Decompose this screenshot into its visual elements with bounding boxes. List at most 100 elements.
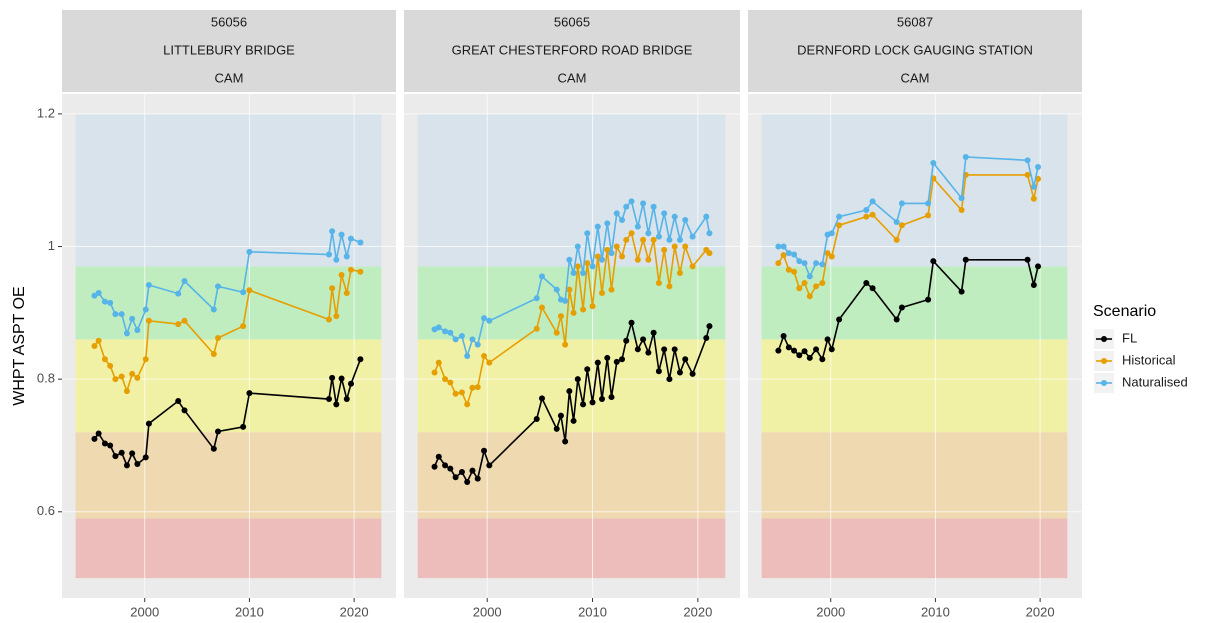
- data-point: [574, 243, 581, 250]
- data-point: [175, 398, 182, 405]
- data-point: [796, 285, 803, 292]
- data-point: [101, 356, 108, 363]
- data-point: [452, 336, 459, 343]
- data-point: [464, 352, 471, 359]
- data-point: [210, 445, 217, 452]
- data-point: [824, 250, 831, 257]
- data-point: [671, 243, 678, 250]
- data-point: [608, 286, 615, 293]
- data-point: [481, 315, 488, 322]
- data-point: [181, 407, 188, 414]
- data-point: [566, 388, 573, 395]
- data-point: [613, 210, 620, 217]
- data-point: [134, 327, 141, 334]
- data-point: [145, 281, 152, 288]
- background-band: [75, 266, 382, 340]
- data-point: [655, 280, 662, 286]
- data-point: [584, 366, 591, 373]
- data-point: [447, 465, 454, 472]
- data-point: [580, 306, 587, 313]
- data-point: [869, 285, 876, 292]
- data-point: [1030, 281, 1037, 288]
- data-point: [893, 316, 900, 323]
- data-point: [584, 260, 591, 267]
- data-point: [623, 203, 630, 210]
- background-band: [75, 432, 382, 519]
- y-tick-label: 0.8: [37, 371, 55, 386]
- data-point: [338, 375, 345, 382]
- background-band: [417, 432, 726, 519]
- data-point: [634, 256, 641, 263]
- data-point: [796, 352, 803, 359]
- data-point: [469, 336, 476, 343]
- data-point: [628, 230, 635, 237]
- y-tick-label: 1: [48, 238, 55, 253]
- data-point: [112, 376, 119, 383]
- data-point: [801, 260, 808, 267]
- data-point: [703, 213, 710, 220]
- data-point: [650, 203, 657, 210]
- data-point: [464, 401, 471, 408]
- y-tick-label: 0.6: [37, 503, 55, 518]
- strip-label: 56087: [897, 14, 933, 29]
- legend-title: Scenario: [1093, 303, 1156, 320]
- legend-point: [1101, 336, 1107, 342]
- strip-label: CAM: [558, 70, 587, 85]
- data-point: [333, 401, 340, 408]
- data-point: [898, 222, 905, 229]
- data-point: [613, 243, 620, 250]
- data-point: [431, 463, 438, 470]
- data-point: [689, 233, 696, 240]
- data-point: [464, 478, 471, 485]
- data-point: [623, 236, 630, 243]
- strip-label: DERNFORD LOCK GAUGING STATION: [797, 42, 1033, 57]
- data-point: [107, 299, 114, 306]
- data-point: [435, 324, 442, 331]
- x-tick-label: 2010: [235, 604, 264, 619]
- data-point: [634, 223, 641, 230]
- data-point: [676, 236, 683, 243]
- data-point: [129, 370, 136, 377]
- data-point: [619, 356, 626, 363]
- data-point: [1035, 263, 1042, 270]
- data-point: [594, 223, 601, 230]
- data-point: [676, 369, 683, 376]
- data-point: [645, 349, 652, 356]
- data-point: [452, 390, 459, 397]
- data-point: [801, 348, 808, 355]
- data-point: [142, 306, 149, 313]
- data-point: [824, 336, 831, 343]
- data-point: [775, 260, 782, 267]
- data-point: [435, 453, 442, 460]
- data-point: [95, 289, 102, 296]
- data-point: [791, 347, 798, 354]
- data-point: [893, 218, 900, 225]
- data-point: [566, 286, 573, 293]
- legend-label: Naturalised: [1122, 374, 1188, 389]
- data-point: [474, 341, 481, 348]
- data-point: [246, 390, 253, 397]
- data-point: [343, 253, 350, 260]
- data-point: [676, 270, 683, 277]
- data-point: [613, 358, 620, 365]
- data-point: [962, 154, 969, 160]
- data-point: [925, 296, 932, 303]
- data-point: [553, 286, 560, 293]
- data-point: [801, 280, 808, 286]
- data-point: [661, 246, 668, 253]
- strip-label: 56056: [211, 14, 247, 29]
- data-point: [458, 389, 465, 396]
- data-point: [706, 250, 713, 257]
- data-point: [608, 394, 615, 401]
- data-point: [1024, 171, 1031, 178]
- data-point: [869, 211, 876, 218]
- data-point: [338, 272, 345, 279]
- data-point: [706, 230, 713, 237]
- x-tick-label: 2020: [1026, 604, 1055, 619]
- data-point: [210, 306, 217, 313]
- data-point: [134, 374, 141, 381]
- data-point: [661, 210, 668, 217]
- data-point: [863, 213, 870, 220]
- data-point: [785, 266, 792, 273]
